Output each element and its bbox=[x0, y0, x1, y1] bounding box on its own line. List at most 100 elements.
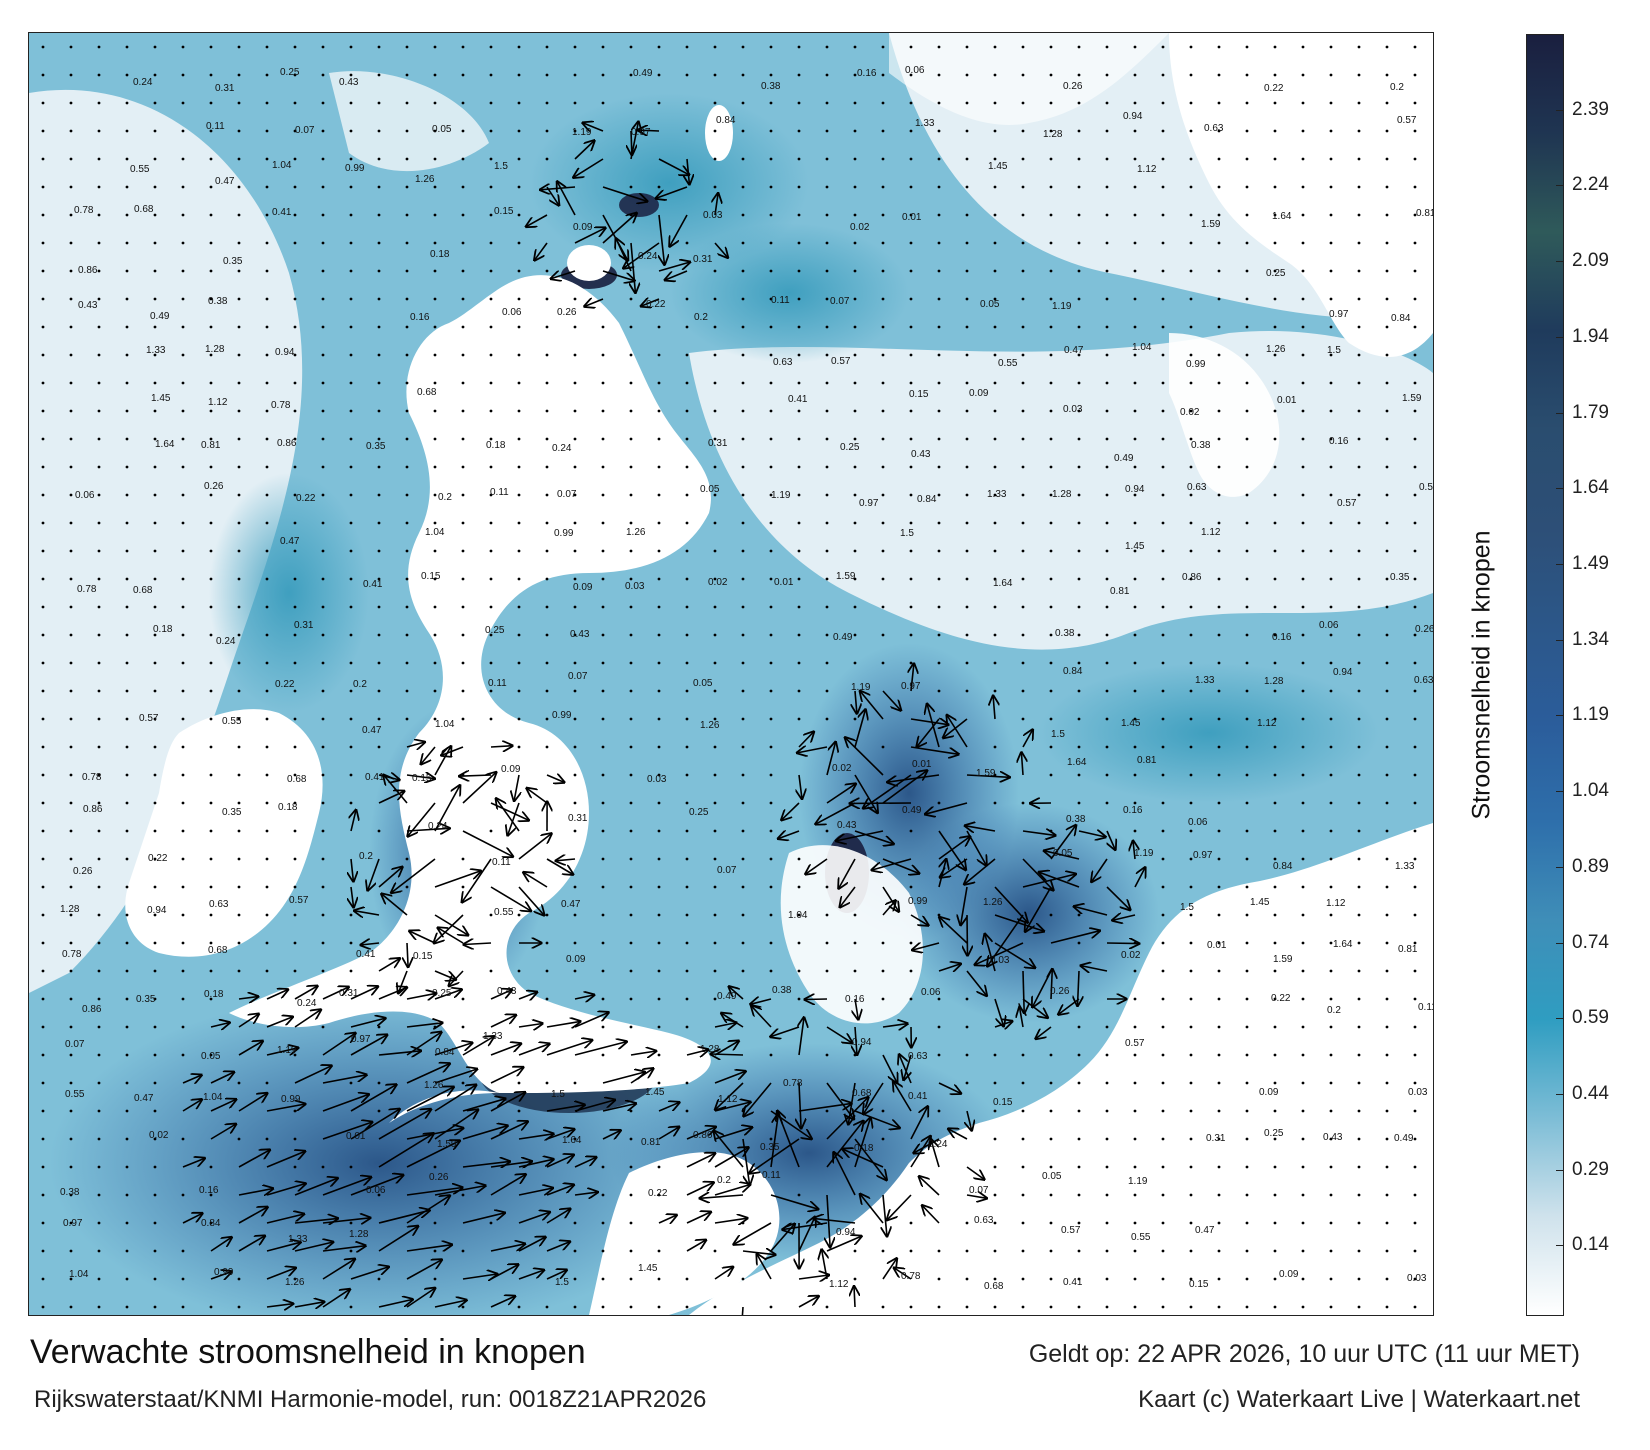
vector-dot bbox=[181, 605, 185, 609]
vector-dot bbox=[713, 913, 717, 917]
speed-label: 0.06 bbox=[921, 987, 941, 998]
current-arrow bbox=[464, 943, 492, 945]
speed-label: 0.78 bbox=[901, 1271, 921, 1282]
vector-dot bbox=[909, 605, 913, 609]
vector-dot bbox=[1161, 1081, 1165, 1085]
speed-label: 1.33 bbox=[288, 1234, 308, 1245]
speed-label: 0.47 bbox=[362, 725, 382, 736]
speed-label: 1.26 bbox=[626, 527, 646, 538]
vector-dot bbox=[461, 857, 465, 861]
vector-dot bbox=[321, 325, 325, 329]
vector-dot bbox=[909, 129, 913, 133]
vector-dot bbox=[1105, 1053, 1109, 1057]
vector-dot bbox=[657, 857, 661, 861]
vector-dot bbox=[1357, 1109, 1361, 1113]
vector-dot bbox=[1329, 1305, 1333, 1309]
vector-dot bbox=[937, 241, 941, 245]
current-arrow bbox=[927, 704, 940, 748]
current-arrow bbox=[687, 158, 689, 184]
vector-dot bbox=[601, 773, 605, 777]
vector-dot bbox=[1357, 45, 1361, 49]
current-arrow bbox=[940, 858, 968, 877]
vector-dot bbox=[97, 997, 101, 1001]
vector-dot bbox=[853, 213, 857, 217]
vector-dot bbox=[1217, 689, 1221, 693]
current-arrow bbox=[911, 664, 914, 692]
current-arrow bbox=[686, 1153, 715, 1168]
current-arrow bbox=[826, 1097, 868, 1140]
current-arrow bbox=[919, 1176, 940, 1196]
vector-dot bbox=[853, 45, 857, 49]
vector-dot bbox=[1301, 493, 1305, 497]
current-arrow bbox=[294, 1302, 324, 1307]
vector-dot bbox=[125, 633, 129, 637]
speed-label: 1.04 bbox=[435, 719, 455, 730]
current-arrow bbox=[917, 718, 940, 747]
vector-dot bbox=[1161, 213, 1165, 217]
vector-dot bbox=[293, 745, 297, 749]
vector-dot bbox=[293, 297, 297, 301]
vector-dot bbox=[97, 269, 101, 273]
vector-dot bbox=[349, 1221, 353, 1225]
vector-dot bbox=[657, 997, 661, 1001]
vector-dot bbox=[1133, 465, 1137, 469]
vector-dot bbox=[1301, 157, 1305, 161]
current-arrow bbox=[631, 130, 632, 155]
vector-dot bbox=[125, 101, 129, 105]
vector-dot bbox=[125, 857, 129, 861]
vector-dot bbox=[377, 157, 381, 161]
vector-dot bbox=[685, 689, 689, 693]
vector-dot bbox=[1189, 353, 1193, 357]
current-arrow bbox=[910, 1136, 931, 1168]
vector-dot bbox=[1357, 913, 1361, 917]
vector-dot bbox=[713, 605, 717, 609]
current-arrow bbox=[384, 775, 408, 804]
current-arrow bbox=[630, 122, 638, 160]
vector-dot bbox=[573, 829, 577, 833]
vector-dot bbox=[237, 521, 241, 525]
current-speed-map[interactable]: 0.24 0.31 0.25 0.43 0.49 0.38 0.16 0.06 0.26 0.22… bbox=[28, 32, 1434, 1316]
vector-dot bbox=[377, 465, 381, 469]
vector-dot bbox=[1049, 1053, 1053, 1057]
vector-dot bbox=[1021, 45, 1025, 49]
speed-label: 0.47 bbox=[561, 899, 581, 910]
vector-dot bbox=[797, 45, 801, 49]
speed-label: 1.5 bbox=[1180, 902, 1194, 913]
vector-dot bbox=[377, 129, 381, 133]
vector-dot bbox=[937, 269, 941, 273]
vector-dot bbox=[209, 157, 213, 161]
vector-dot bbox=[1273, 1137, 1277, 1141]
vector-dot bbox=[909, 241, 913, 245]
vector-dot bbox=[1161, 549, 1165, 553]
speed-label: 0.16 bbox=[1272, 632, 1292, 643]
vector-dot bbox=[349, 801, 353, 805]
current-arrow bbox=[322, 1218, 370, 1223]
vector-dot bbox=[321, 465, 325, 469]
vector-dot bbox=[825, 577, 829, 581]
speed-label: 0.38 bbox=[761, 81, 781, 92]
vector-dot bbox=[909, 493, 913, 497]
vector-dot bbox=[1161, 493, 1165, 497]
vector-dot bbox=[797, 409, 801, 413]
current-arrow bbox=[602, 186, 647, 201]
vector-dot bbox=[741, 241, 745, 245]
vector-dot bbox=[685, 801, 689, 805]
vector-dot bbox=[1105, 1193, 1109, 1197]
vector-dot bbox=[209, 129, 213, 133]
vector-dot bbox=[629, 549, 633, 553]
vector-dot bbox=[573, 605, 577, 609]
vector-dot bbox=[377, 213, 381, 217]
vector-dot bbox=[461, 241, 465, 245]
vector-dot bbox=[1301, 409, 1305, 413]
vector-dot bbox=[1077, 1109, 1081, 1113]
vector-dot bbox=[349, 1165, 353, 1169]
vector-dot bbox=[1133, 745, 1137, 749]
colorbar-tick-label: 2.39 bbox=[1572, 98, 1609, 120]
vector-dot bbox=[1245, 857, 1249, 861]
vector-dot bbox=[125, 1109, 129, 1113]
current-arrow bbox=[798, 1103, 852, 1112]
vector-dot bbox=[1329, 1249, 1333, 1253]
vector-dot bbox=[741, 297, 745, 301]
current-arrow bbox=[573, 158, 604, 178]
current-arrow bbox=[526, 214, 548, 227]
